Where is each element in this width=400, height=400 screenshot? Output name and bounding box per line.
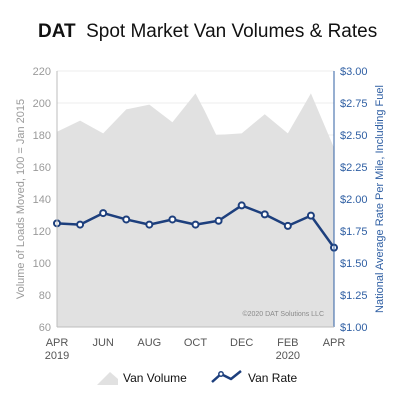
legend-van-rate-point — [218, 371, 224, 377]
x-tick-label: JUN — [92, 337, 113, 349]
title-brand: DAT — [38, 21, 76, 42]
y-tick-right: $1.00 — [340, 322, 368, 334]
van-rate-point — [76, 220, 85, 229]
van-rate-point — [260, 210, 269, 219]
y-tick-right: $1.50 — [340, 258, 368, 270]
legend-van-volume-swatch — [97, 372, 118, 385]
x-tick-label: OCT — [184, 337, 208, 349]
y-tick-left: 80 — [39, 290, 51, 302]
y-tick-right: $1.75 — [340, 226, 368, 238]
x-tick-label: DEC — [230, 337, 253, 349]
y-tick-right: $1.25 — [340, 290, 368, 302]
legend-van-volume-label: Van Volume — [123, 371, 187, 385]
chart-title: DAT Spot Market Van Volumes & Rates — [38, 21, 377, 42]
y-tick-right: $2.50 — [340, 130, 368, 142]
x-tick-label: APR — [323, 337, 346, 349]
van-rate-point — [99, 209, 108, 218]
y-tick-left: 200 — [33, 98, 51, 110]
y-axis-right-label: National Average Rate Per Mile, Includin… — [374, 85, 386, 313]
x-tick-label: FEB — [277, 337, 298, 349]
y-tick-left: 160 — [33, 162, 51, 174]
van-rate-point — [214, 216, 223, 225]
y-tick-left: 100 — [33, 258, 51, 270]
x-tick-year: 2020 — [276, 350, 300, 362]
y-axis-left: 220 200 180 160 140 120 100 80 60 — [33, 66, 58, 334]
legend-van-rate-swatch — [211, 370, 242, 383]
van-rate-point — [145, 220, 154, 229]
legend: Van Volume Van Rate — [97, 370, 297, 385]
y-tick-left: 140 — [33, 194, 51, 206]
van-rate-point — [306, 211, 315, 220]
y-axis-right: $3.00 $2.75 $2.50 $2.25 $2.00 $1.75 $1.50 $1.25… — [333, 66, 368, 334]
x-tick-year: 2019 — [45, 350, 69, 362]
copyright-note: ©2020 DAT Solutions LLC — [242, 310, 324, 318]
title-rest: Spot Market Van Volumes & Rates — [86, 21, 377, 42]
y-tick-left: 120 — [33, 226, 51, 238]
x-tick-label: APR — [46, 337, 69, 349]
van-rate-point — [237, 201, 246, 210]
van-rate-point — [122, 215, 131, 224]
legend-van-rate-label: Van Rate — [248, 371, 297, 385]
y-tick-left: 220 — [33, 66, 51, 78]
y-tick-right: $2.00 — [340, 194, 368, 206]
x-tick-label: AUG — [137, 337, 161, 349]
van-rate-point — [168, 215, 177, 224]
van-volume-area — [57, 93, 334, 328]
y-axis-left-label: Volume of Loads Moved, 100 = Jan 2015 — [15, 99, 27, 299]
van-rate-point — [283, 221, 292, 230]
y-tick-right: $2.25 — [340, 162, 368, 174]
van-rate-point — [191, 220, 200, 229]
y-tick-right: $3.00 — [340, 66, 368, 78]
y-tick-right: $2.75 — [340, 98, 368, 110]
y-tick-left: 180 — [33, 130, 51, 142]
y-tick-left: 60 — [39, 322, 51, 334]
van-volume-area-layer — [57, 93, 334, 328]
